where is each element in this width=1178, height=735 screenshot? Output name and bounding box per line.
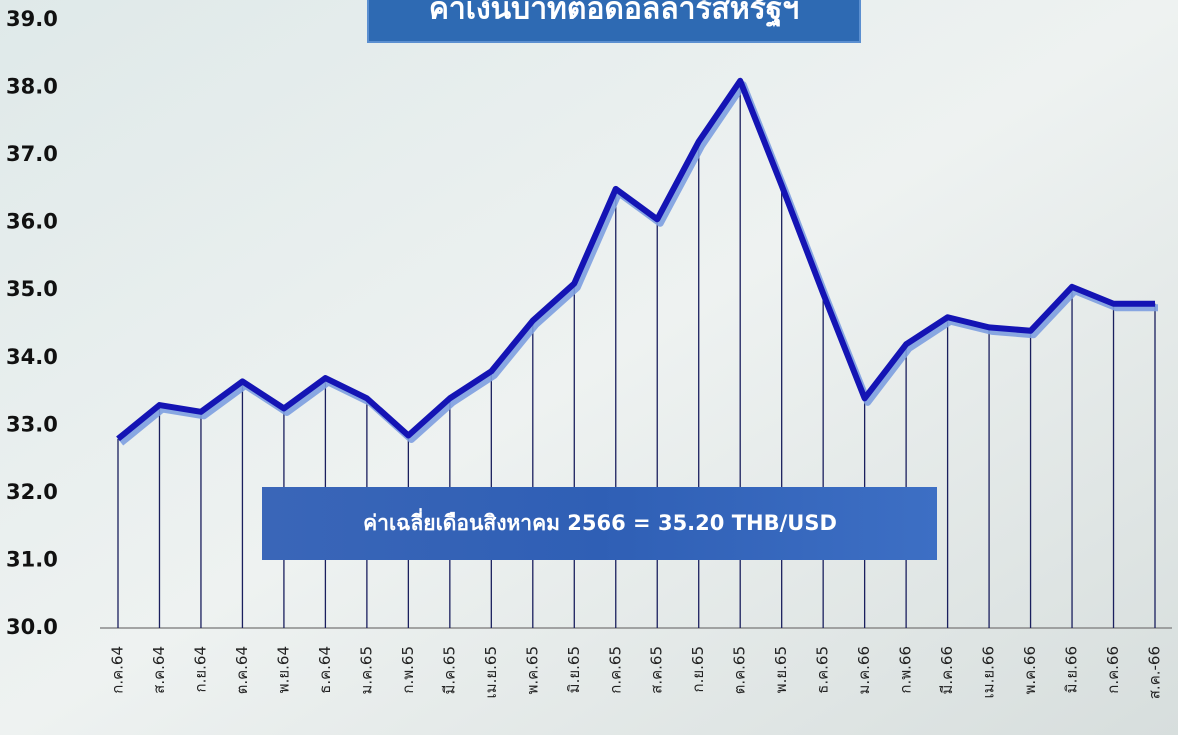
y-tick-label: 36.0 bbox=[6, 210, 58, 234]
x-tick-label: เม.ย.65 bbox=[482, 646, 500, 698]
background bbox=[0, 0, 1178, 735]
x-tick-label: ต.ค.65 bbox=[731, 646, 749, 694]
x-tick-label: ก.ค.65 bbox=[606, 646, 624, 694]
chart: ค่าเงินบาทต่อดอลลาร์สหรัฐฯ 30.0 31.0 32.0 3… bbox=[0, 0, 1178, 735]
x-tick-label: ส.ค.65 bbox=[648, 646, 666, 694]
x-tick-label: ต.ค.64 bbox=[233, 646, 251, 694]
y-tick-label: 39.0 bbox=[6, 7, 58, 31]
y-tick-label: 35.0 bbox=[6, 277, 58, 301]
x-tick-label: มิ.ย.65 bbox=[565, 646, 583, 693]
y-tick-label: 37.0 bbox=[6, 142, 58, 166]
x-tick-label: ก.ย.64 bbox=[191, 646, 209, 693]
x-tick-label: มี.ค.66 bbox=[938, 646, 956, 695]
x-tick-label: ม.ค.66 bbox=[855, 646, 873, 695]
y-tick-label: 34.0 bbox=[6, 345, 58, 369]
x-tick-label: ธ.ค.65 bbox=[814, 646, 832, 694]
x-tick-label: พ.ย.64 bbox=[274, 646, 292, 693]
x-tick-label: พ.ย.65 bbox=[772, 646, 790, 693]
x-tick-label: ก.ค.66 bbox=[1104, 646, 1122, 694]
x-tick-label: ธ.ค.64 bbox=[316, 646, 334, 694]
x-tick-label: ก.ย.65 bbox=[689, 646, 707, 693]
y-tick-label: 33.0 bbox=[6, 412, 58, 436]
x-tick-label: ม.ค.65 bbox=[357, 646, 375, 695]
chart-title: ค่าเงินบาทต่อดอลลาร์สหรัฐฯ bbox=[429, 0, 799, 29]
annotation: ค่าเฉลี่ยเดือนสิงหาคม 2566 = 35.20 THB/U… bbox=[363, 507, 837, 535]
x-tick-label: เม.ย.66 bbox=[980, 646, 998, 698]
x-tick-label: ส.ค.-66 bbox=[1146, 646, 1164, 699]
x-tick-label: พ.ค.66 bbox=[1021, 646, 1039, 695]
y-tick-label: 31.0 bbox=[6, 547, 58, 571]
x-tick-label: พ.ค.65 bbox=[523, 646, 541, 695]
x-tick-label: ก.พ.65 bbox=[399, 646, 417, 694]
x-tick-label: มี.ค.65 bbox=[440, 646, 458, 695]
x-tick-label: ก.พ.66 bbox=[897, 646, 915, 694]
x-tick-label: มิ.ย.66 bbox=[1063, 646, 1081, 693]
x-tick-label: ส.ค.64 bbox=[150, 646, 168, 694]
x-tick-label: ก.ค.64 bbox=[109, 646, 127, 694]
y-tick-label: 30.0 bbox=[6, 615, 58, 639]
y-tick-label: 38.0 bbox=[6, 75, 58, 99]
y-tick-label: 32.0 bbox=[6, 480, 58, 504]
